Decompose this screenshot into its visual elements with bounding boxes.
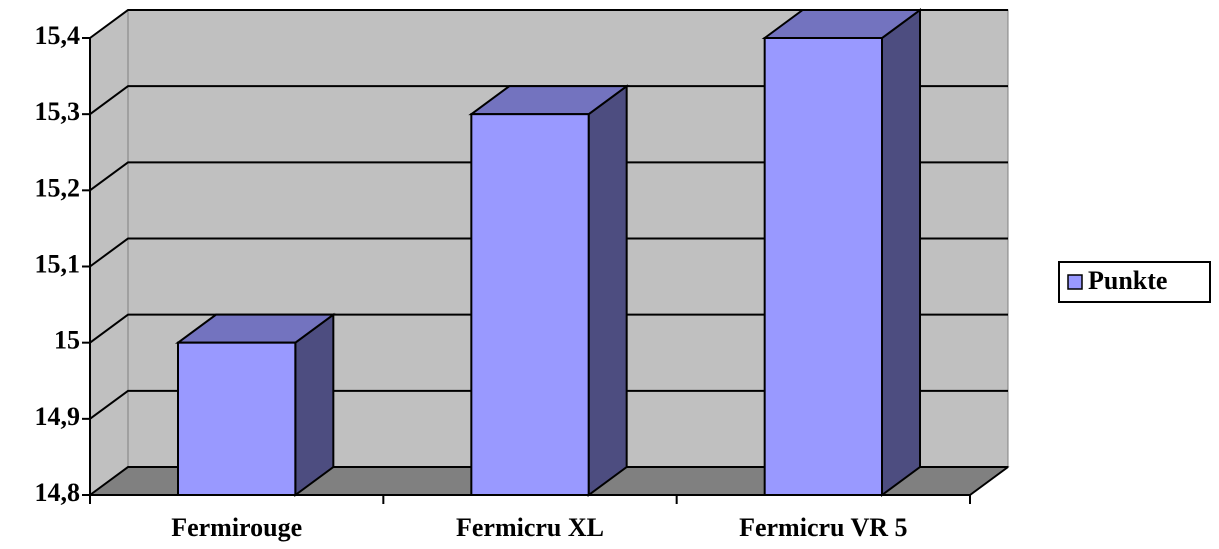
grid-line — [89, 85, 1008, 115]
bar — [177, 341, 297, 496]
legend-box — [1058, 261, 1211, 303]
legend-label: Punkte — [1088, 266, 1167, 295]
bar-side — [881, 8, 921, 497]
bar — [763, 37, 884, 496]
bar — [470, 113, 590, 497]
legend-swatch — [1067, 274, 1083, 290]
grid-line — [89, 389, 1008, 420]
y-tick-label: 15 — [54, 326, 80, 355]
grid-line — [89, 466, 1008, 496]
y-tick-label: 15,4 — [35, 21, 81, 50]
grid-line — [89, 237, 1008, 268]
legend — [1058, 261, 1211, 303]
bar-side — [587, 84, 628, 497]
y-tick-label: 15,3 — [35, 97, 81, 126]
grid-line — [89, 313, 1008, 344]
x-tick-label: Fermirouge — [171, 513, 302, 542]
x-axis-back — [969, 466, 1009, 496]
x-tick-label: Fermicru XL — [456, 513, 604, 542]
y-tick-label: 15,2 — [35, 173, 81, 202]
bar-side — [294, 312, 335, 497]
grid-line — [89, 161, 1008, 192]
x-tick-label: Fermicru VR 5 — [739, 513, 907, 542]
y-tick-label: 15,1 — [35, 249, 81, 278]
y-tick-label: 14,8 — [35, 478, 81, 507]
y-tick-label: 14,9 — [35, 402, 81, 431]
grid-line — [89, 9, 1008, 39]
